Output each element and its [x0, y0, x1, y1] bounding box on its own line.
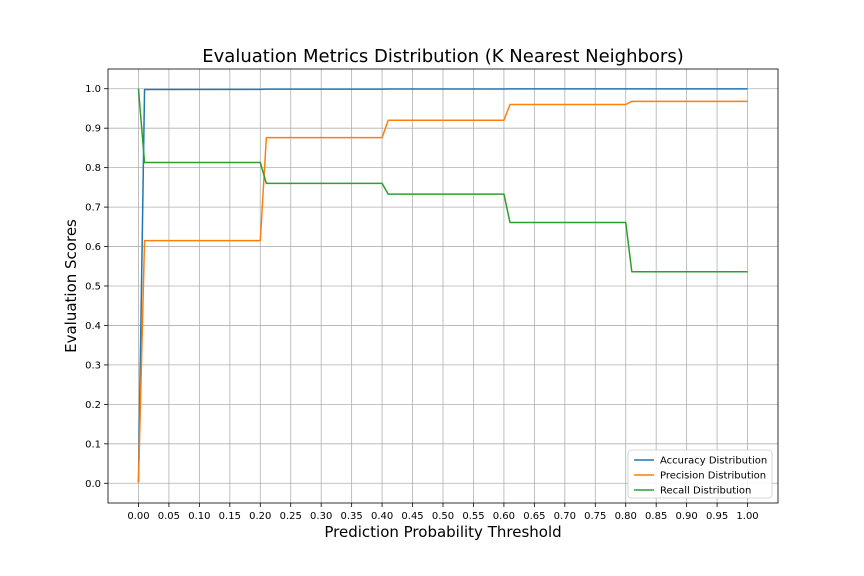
legend-label: Recall Distribution	[660, 486, 751, 497]
y-tick-label: 0.7	[85, 203, 101, 214]
y-tick-label: 0.2	[85, 400, 101, 411]
y-tick-label: 0.6	[85, 242, 101, 253]
x-tick-label: 0.10	[188, 511, 210, 522]
x-tick-label: 0.50	[432, 511, 454, 522]
x-tick-label: 0.75	[584, 511, 606, 522]
y-tick-label: 0.1	[85, 439, 101, 450]
y-tick-label: 0.0	[85, 479, 101, 490]
y-tick-label: 0.4	[85, 321, 101, 332]
x-tick-label: 0.40	[371, 511, 393, 522]
x-tick-label: 0.30	[310, 511, 332, 522]
legend-label: Precision Distribution	[660, 471, 766, 482]
x-tick-label: 0.65	[523, 511, 545, 522]
chart-title: Evaluation Metrics Distribution (K Neare…	[202, 46, 683, 67]
x-tick-label: 0.05	[158, 511, 180, 522]
x-tick-label: 0.20	[249, 511, 271, 522]
x-tick-label: 0.55	[462, 511, 484, 522]
x-tick-label: 0.80	[615, 511, 637, 522]
legend: Accuracy Distribution Precision Distribut…	[628, 450, 772, 498]
legend-label: Accuracy Distribution	[660, 456, 767, 467]
x-tick-label: 0.60	[493, 511, 515, 522]
y-tick-label: 0.3	[85, 360, 101, 371]
y-tick-label: 1.0	[85, 84, 101, 95]
x-tick-label: 0.45	[401, 511, 423, 522]
x-tick-label: 1.00	[736, 511, 758, 522]
x-tick-label: 0.25	[280, 511, 302, 522]
x-tick-label: 0.85	[645, 511, 667, 522]
y-tick-label: 0.5	[85, 282, 101, 293]
x-tick-label: 0.35	[341, 511, 363, 522]
x-tick-label: 0.70	[554, 511, 576, 522]
y-axis-label: Evaluation Scores	[62, 219, 80, 353]
x-tick-label: 0.00	[127, 511, 149, 522]
y-tick-label: 0.9	[85, 124, 101, 135]
x-tick-label: 0.95	[706, 511, 728, 522]
x-tick-label: 0.15	[219, 511, 241, 522]
x-tick-label: 0.90	[676, 511, 698, 522]
x-axis-label: Prediction Probability Threshold	[324, 523, 561, 541]
y-tick-label: 0.8	[85, 163, 101, 174]
